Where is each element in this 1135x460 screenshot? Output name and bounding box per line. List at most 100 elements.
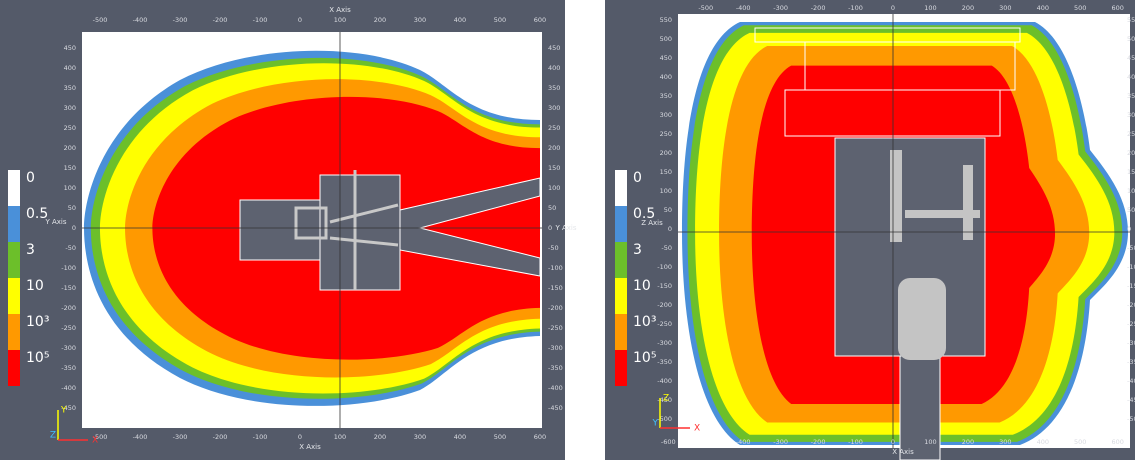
y-tick-label: -150: [657, 282, 672, 290]
x-tick-label: 300: [999, 4, 1011, 12]
x-tick-label: -100: [848, 4, 863, 12]
triad-label: Z: [663, 394, 669, 404]
x-tick-label: 600: [1111, 438, 1123, 446]
x-tick-label: 400: [454, 16, 466, 24]
legend-label: 10⁵: [26, 350, 49, 366]
x-tick-label: -600: [661, 438, 676, 446]
x-tick-label: 0: [891, 438, 895, 446]
legend-label: 10³: [633, 314, 656, 330]
legend-swatch: [615, 314, 627, 350]
legend-label: 0.5: [633, 206, 655, 222]
legend-label: 3: [633, 242, 642, 258]
legend-label: 10: [26, 278, 44, 294]
y-tick-label: -100: [548, 264, 563, 272]
legend-label: 0.5: [26, 206, 48, 222]
y-tick-label: -150: [61, 284, 76, 292]
y-tick-label: 300: [1127, 111, 1135, 119]
x-tick-label: -400: [133, 433, 148, 441]
x-tick-label: 0: [298, 433, 302, 441]
y-tick-label: 500: [660, 35, 672, 43]
x-tick-label: 0: [298, 16, 302, 24]
legend-label: 10: [633, 278, 651, 294]
x-tick-label: -100: [848, 438, 863, 446]
y-tick-label: 450: [548, 44, 560, 52]
y-tick-label: 150: [64, 164, 76, 172]
y-tick-label: -250: [1127, 320, 1135, 328]
x-tick-label: 500: [494, 433, 506, 441]
x-tick-label: 500: [1074, 4, 1086, 12]
y-tick-label: 150: [1127, 168, 1135, 176]
axis-title: X Axis: [299, 443, 321, 451]
y-tick-label: -300: [657, 339, 672, 347]
y-tick-label: -350: [548, 364, 563, 372]
y-tick-label: -300: [548, 344, 563, 352]
triad-label: X: [694, 424, 700, 434]
y-tick-label: -200: [657, 301, 672, 309]
left-panel: [0, 0, 565, 460]
legend-swatch: [8, 350, 20, 386]
y-tick-label: 300: [64, 104, 76, 112]
y-tick-label: -200: [61, 304, 76, 312]
y-tick-label: -400: [657, 377, 672, 385]
y-tick-label: 100: [548, 184, 560, 192]
y-tick-label: 550: [1127, 16, 1135, 24]
y-tick-label: 250: [660, 130, 672, 138]
y-tick-label: -450: [1127, 396, 1135, 404]
legend-swatch: [615, 242, 627, 278]
triad-label: Y: [652, 419, 659, 429]
legend-label: 10³: [26, 314, 49, 330]
x-tick-label: 400: [454, 433, 466, 441]
y-tick-label: 200: [64, 144, 76, 152]
x-tick-label: -200: [213, 16, 228, 24]
y-tick-label: 400: [548, 64, 560, 72]
x-tick-label: -400: [133, 16, 148, 24]
y-tick-label: -250: [61, 324, 76, 332]
y-tick-label: -400: [548, 384, 563, 392]
y-tick-label: 450: [660, 54, 672, 62]
y-tick-label: 350: [1127, 92, 1135, 100]
y-tick-label: -50: [548, 244, 559, 252]
axis-title: X Axis: [329, 6, 351, 14]
y-tick-label: 350: [64, 84, 76, 92]
y-tick-label: 50: [1127, 206, 1135, 214]
y-tick-label: 50: [68, 204, 76, 212]
legend-label: 10⁵: [633, 350, 656, 366]
y-tick-label: 0: [668, 225, 672, 233]
y-tick-label: 200: [548, 144, 560, 152]
x-tick-label: -300: [773, 4, 788, 12]
view: -500-400-300-200-1000100200300400500600-…: [0, 0, 1135, 460]
y-tick-label: -450: [548, 404, 563, 412]
y-tick-label: -150: [1127, 282, 1135, 290]
y-tick-label: 150: [548, 164, 560, 172]
legend-swatch: [8, 242, 20, 278]
x-tick-label: -300: [773, 438, 788, 446]
legend-swatch: [8, 278, 20, 314]
y-tick-label: 250: [548, 124, 560, 132]
y-tick-label: 250: [64, 124, 76, 132]
y-tick-label: -400: [1127, 377, 1135, 385]
y-tick-label: -100: [61, 264, 76, 272]
x-tick-label: 100: [924, 438, 936, 446]
y-tick-label: -350: [61, 364, 76, 372]
legend-label: 0: [633, 170, 642, 186]
x-tick-label: 600: [1111, 4, 1123, 12]
right-panel: [605, 0, 1135, 460]
y-tick-label: -250: [657, 320, 672, 328]
y-tick-label: 300: [548, 104, 560, 112]
x-tick-label: -500: [93, 16, 108, 24]
y-tick-label: -300: [1127, 339, 1135, 347]
y-tick-label: 0: [1127, 225, 1131, 233]
x-tick-label: -300: [173, 16, 188, 24]
legend-swatch: [615, 170, 627, 206]
y-tick-label: 100: [660, 187, 672, 195]
legend-swatch: [615, 278, 627, 314]
y-tick-label: 100: [64, 184, 76, 192]
y-tick-label: -100: [657, 263, 672, 271]
x-tick-label: 200: [374, 16, 386, 24]
y-tick-label: 50: [664, 206, 672, 214]
y-tick-label: 200: [660, 149, 672, 157]
y-tick-label: -50: [1127, 244, 1135, 252]
x-tick-label: 400: [1037, 438, 1049, 446]
y-tick-label: -150: [548, 284, 563, 292]
x-tick-label: -300: [173, 433, 188, 441]
